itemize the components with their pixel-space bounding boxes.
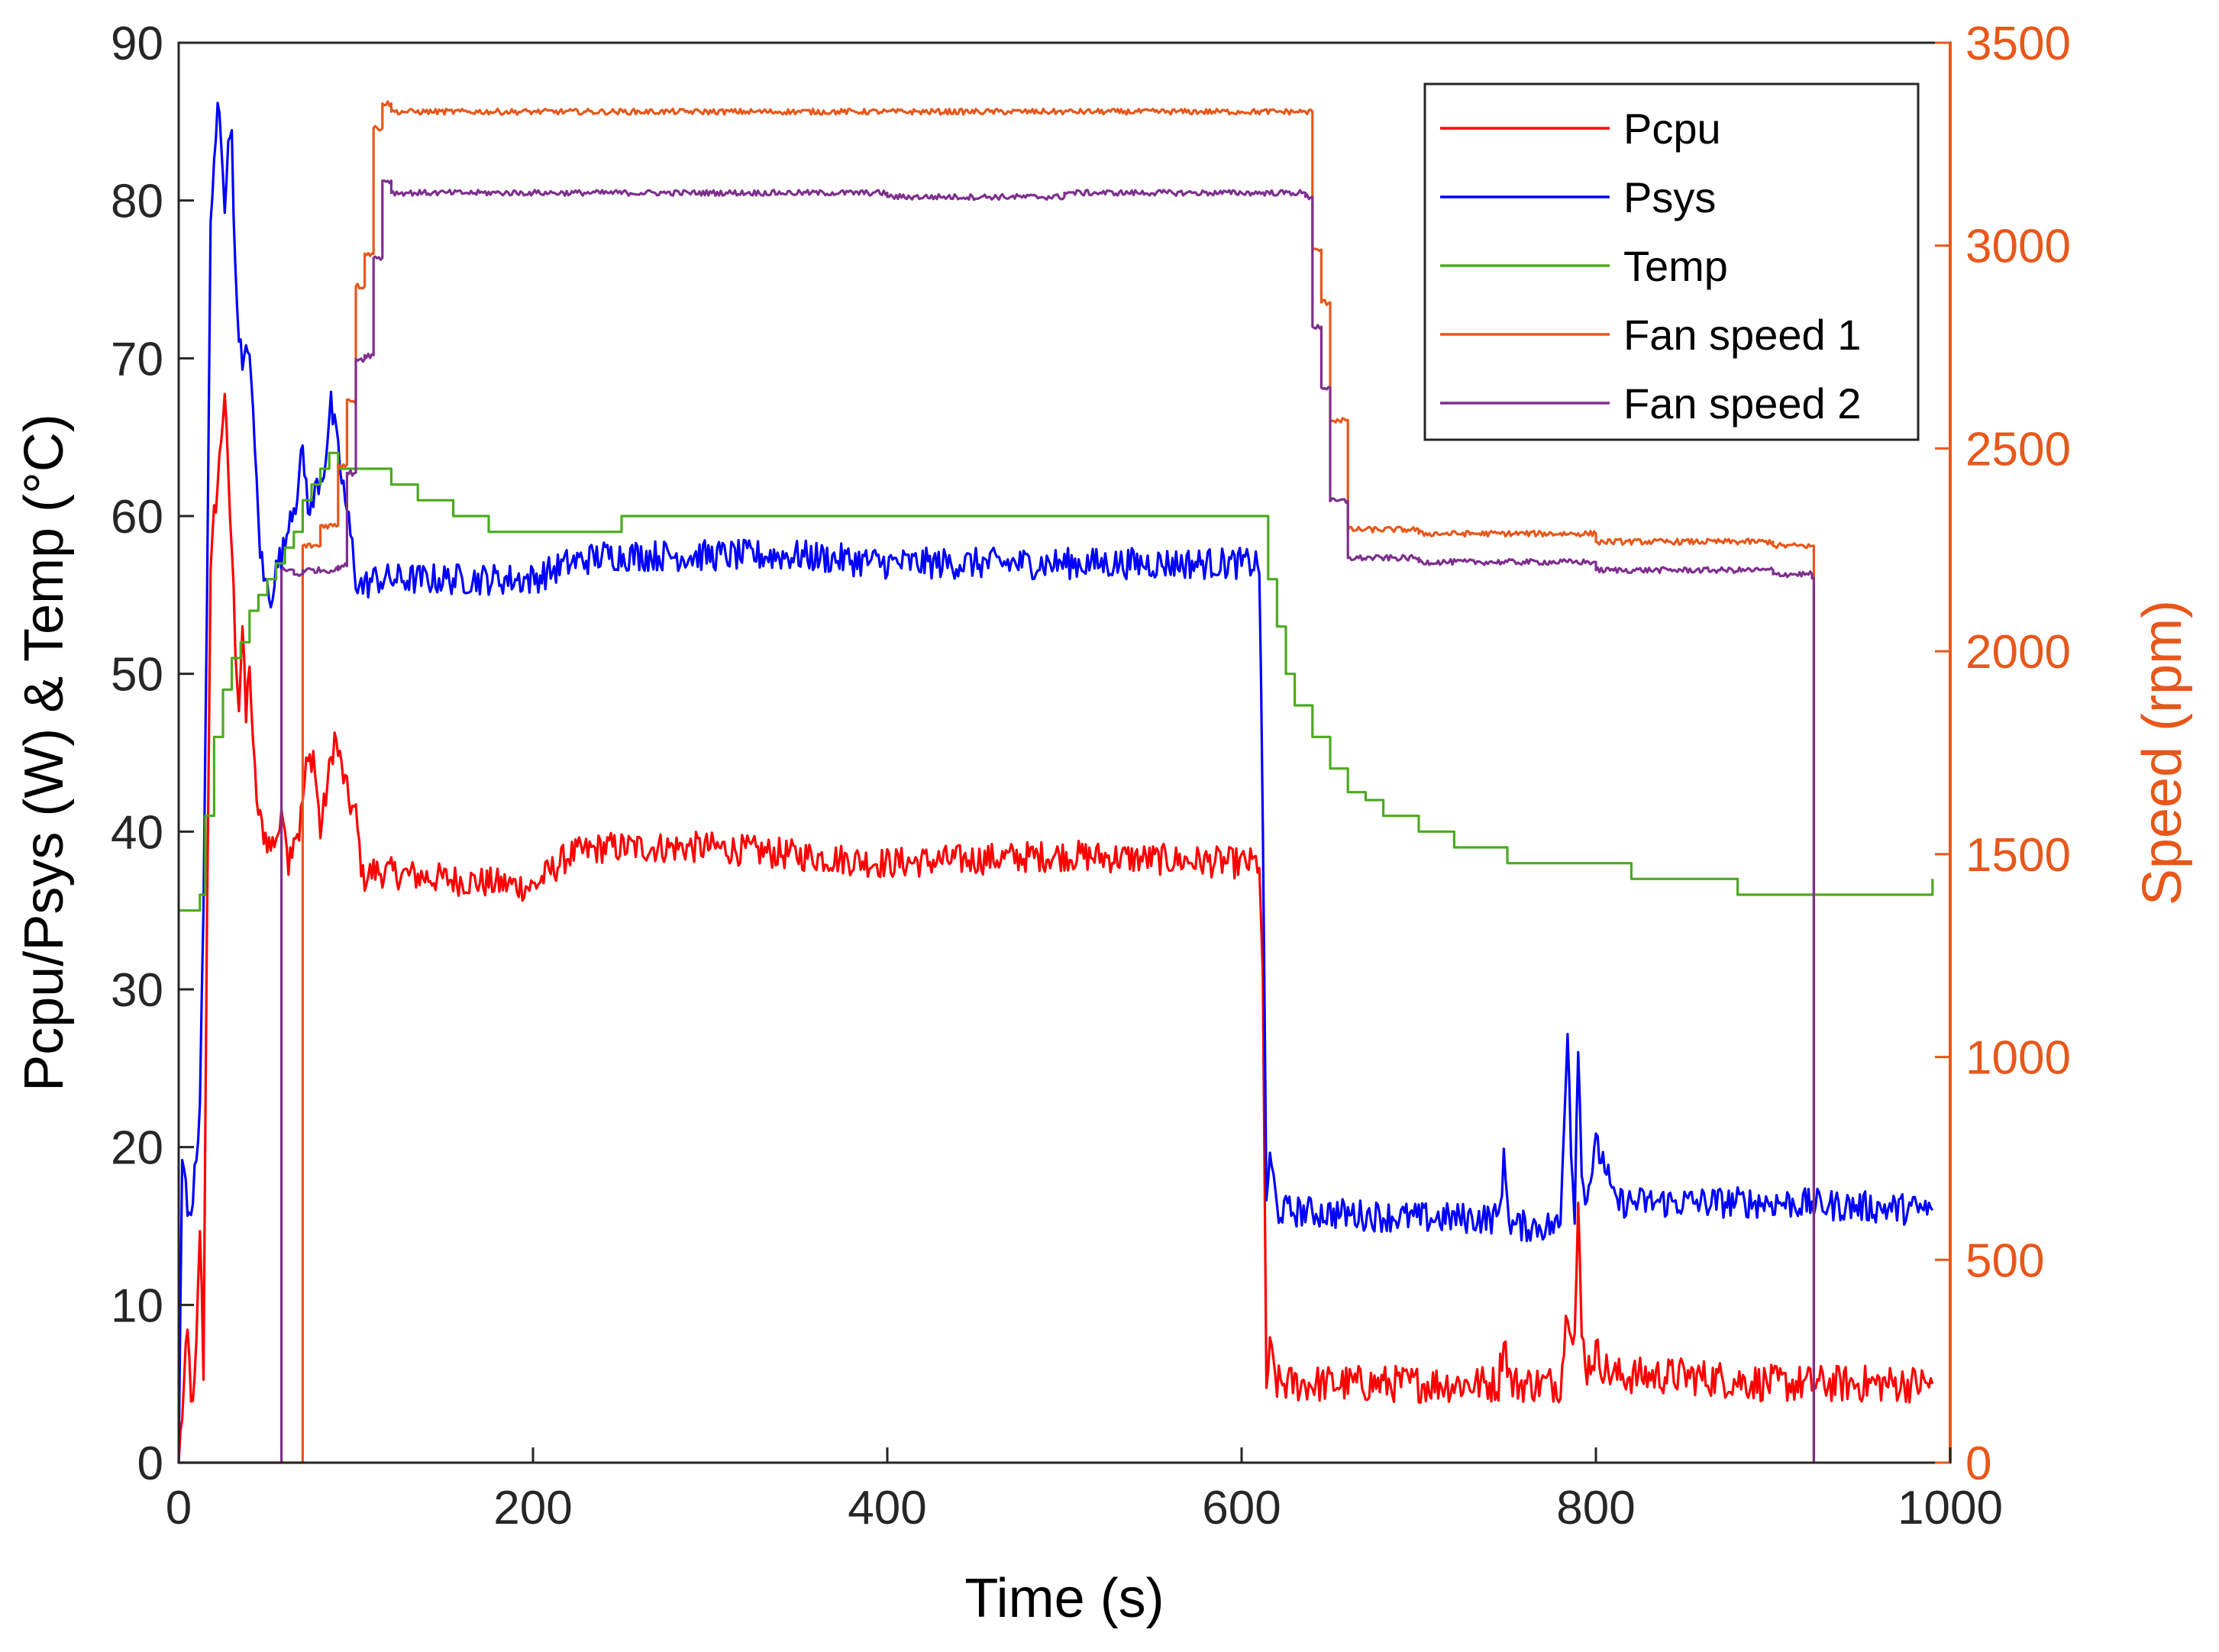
right-tick-label: 3500 — [1965, 18, 2071, 70]
series-line-pcpu — [177, 392, 1934, 1463]
left-tick-label: 0 — [137, 1437, 163, 1490]
legend-box — [1423, 82, 1920, 441]
x-tick-label: 0 — [166, 1482, 192, 1534]
legend: Pcpu Psys Temp Fan speed 1 Fan speed 2 — [1423, 82, 1920, 441]
series-line-fan-speed-2 — [179, 179, 1815, 1464]
right-tick-label: 2500 — [1965, 423, 2071, 476]
x-axis: 0 200 400 600 800 1000 — [166, 1447, 2003, 1534]
legend-label-fan-speed-2: Fan speed 2 — [1623, 379, 1861, 428]
left-tick-label: 60 — [111, 491, 163, 544]
left-tick-label: 10 — [111, 1279, 163, 1332]
legend-label-pcpu: Pcpu — [1623, 105, 1721, 153]
left-tick-label: 90 — [111, 18, 163, 70]
x-tick-label: 400 — [848, 1482, 926, 1534]
left-axis: 0 10 20 30 40 50 60 70 80 90 — [111, 18, 194, 1490]
series-layer — [177, 100, 1934, 1464]
left-tick-label: 50 — [111, 649, 163, 702]
legend-label-fan-speed-1: Fan speed 1 — [1623, 311, 1861, 359]
x-axis-title: Time (s) — [964, 1568, 1164, 1629]
series-line-temp — [179, 451, 1934, 912]
right-tick-label: 1000 — [1965, 1032, 2071, 1085]
legend-label-psys: Psys — [1623, 173, 1716, 221]
legend-label-temp: Temp — [1623, 242, 1728, 290]
x-tick-label: 1000 — [1898, 1482, 2003, 1534]
left-tick-label: 20 — [111, 1122, 163, 1175]
right-axis: 0 500 1000 1500 2000 2500 3000 3500 — [1935, 18, 2071, 1490]
right-tick-label: 0 — [1965, 1437, 1991, 1490]
right-axis-title: Speed (rpm) — [2132, 600, 2193, 905]
left-axis-title: Pcpu/Psys (W) & Temp (°C) — [14, 414, 75, 1092]
left-tick-label: 40 — [111, 806, 163, 859]
series-line-psys — [177, 102, 1934, 1463]
left-tick-label: 80 — [111, 176, 163, 228]
x-tick-label: 200 — [493, 1482, 572, 1534]
x-tick-label: 800 — [1556, 1482, 1635, 1534]
series-line-fan-speed-1 — [179, 100, 1815, 1464]
x-tick-label: 600 — [1202, 1482, 1281, 1534]
right-tick-label: 1500 — [1965, 829, 2071, 882]
left-tick-label: 70 — [111, 333, 163, 386]
right-tick-label: 3000 — [1965, 221, 2071, 273]
right-tick-label: 500 — [1965, 1234, 2044, 1287]
right-tick-label: 2000 — [1965, 626, 2071, 679]
left-tick-label: 30 — [111, 964, 163, 1017]
